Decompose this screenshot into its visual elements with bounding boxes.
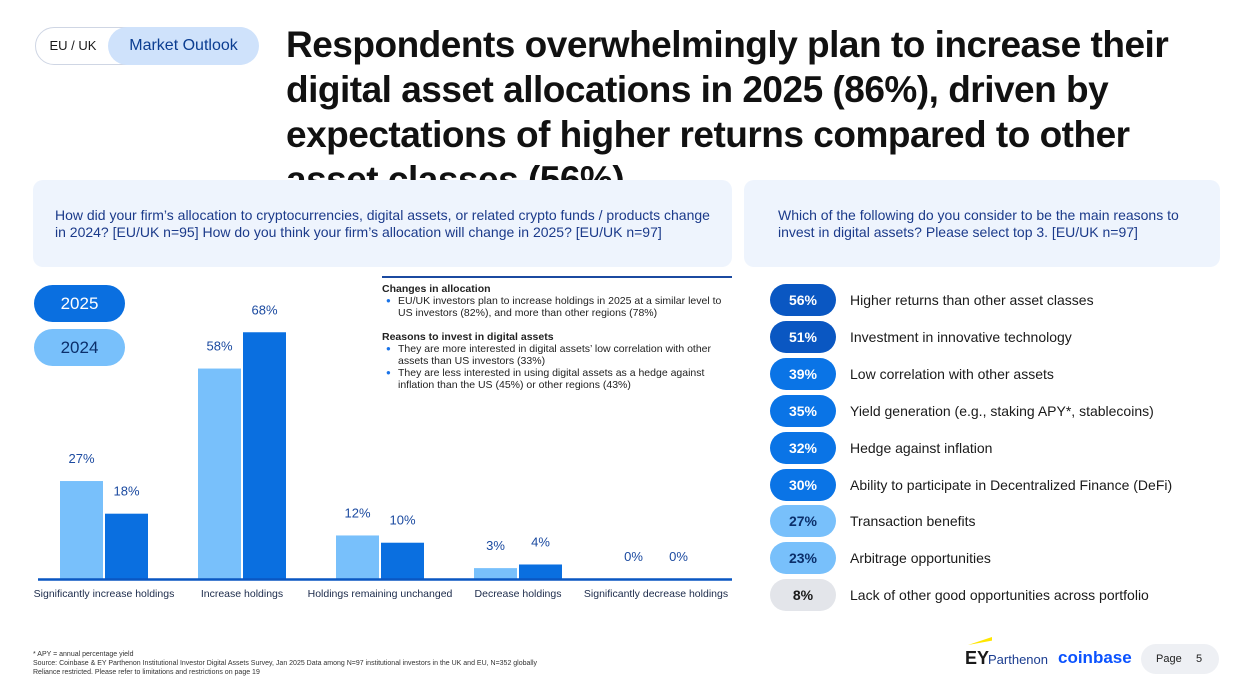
- reason-percent-badge: 27%: [770, 505, 836, 538]
- notes-heading-allocation: Changes in allocation: [382, 283, 491, 295]
- region-tag: EU / UK: [49, 38, 97, 53]
- reason-label: Higher returns than other asset classes: [850, 292, 1094, 308]
- reason-percent-badge: 56%: [770, 284, 836, 316]
- bar-label-2025-4: 0%: [669, 549, 688, 564]
- reason-label: Investment in innovative technology: [850, 328, 1072, 345]
- reason-row: 35% Yield generation (e.g., staking APY*,…: [770, 394, 1220, 427]
- tag-group: EU / UK Market Outlook: [35, 27, 259, 65]
- bar-2024-1: [198, 368, 241, 579]
- category-label-4: Significantly decrease holdings: [584, 588, 728, 600]
- ey-beam-icon: [968, 637, 992, 645]
- bar-label-2024-3: 3%: [486, 538, 505, 553]
- category-label-2: Holdings remaining unchanged: [308, 588, 453, 600]
- bar-label-2024-4: 0%: [624, 549, 643, 564]
- reason-row: 39% Low correlation with other assets: [770, 357, 1220, 390]
- notes-bullet: They are less interested in using digita…: [382, 367, 732, 391]
- bar-label-2025-1: 68%: [251, 302, 277, 317]
- bar-label-2024-2: 12%: [344, 505, 370, 520]
- reason-label: Lack of other good opportunities across …: [850, 587, 1149, 604]
- reason-row: 56% Higher returns than other asset class…: [770, 284, 1220, 316]
- reason-label: Yield generation (e.g., staking APY*, st…: [850, 402, 1154, 419]
- reason-percent-badge: 32%: [770, 431, 836, 464]
- reason-row: 23% Arbitrage opportunities: [770, 542, 1220, 575]
- notes-list-reasons: They are more interested in digital asse…: [382, 343, 732, 391]
- reason-label: Transaction benefits: [850, 513, 976, 530]
- reason-row: 27% Transaction benefits: [770, 505, 1220, 538]
- bar-2025-3: [519, 564, 562, 579]
- allocation-bar-chart: 27% 18% Significantly increase holdings 58%…: [34, 302, 732, 600]
- footnote-source: Source: Coinbase & EY Parthenon Institut…: [33, 660, 538, 667]
- reason-percent-badge: 51%: [770, 320, 836, 353]
- notes-bullet: They are more interested in digital asse…: [382, 343, 732, 367]
- page-indicator: Page 5: [1141, 644, 1219, 674]
- ey-logo: EY: [965, 648, 990, 668]
- bar-2024-0: [60, 481, 103, 579]
- notes-bullet: EU/UK investors plan to increase holding…: [382, 295, 732, 319]
- notes-box: Changes in allocation EU/UK investors pl…: [382, 276, 732, 403]
- bar-label-2024-0: 27%: [68, 451, 94, 466]
- bar-2025-2: [381, 542, 424, 579]
- bar-2025-0: [105, 513, 148, 579]
- reason-label: Low correlation with other assets: [850, 365, 1054, 382]
- bar-label-2025-0: 18%: [113, 484, 139, 499]
- footnote-reliance: Reliance restricted. Please refer to lim…: [33, 669, 260, 676]
- category-label-3: Decrease holdings: [475, 588, 562, 600]
- page-number: 5: [1196, 653, 1203, 665]
- coinbase-logo: coinbase: [1058, 648, 1132, 667]
- page-label: Page: [1156, 653, 1182, 665]
- parthenon-logo: Parthenon: [988, 652, 1048, 667]
- bar-2025-1: [243, 332, 286, 579]
- bar-2024-2: [336, 535, 379, 579]
- footnote-apy: * APY = annual percentage yield: [33, 651, 134, 658]
- reason-percent-badge: 8%: [770, 579, 836, 612]
- left-question-text: How did your firm’s allocation to crypto…: [55, 207, 710, 240]
- reason-percent-badge: 39%: [770, 357, 836, 390]
- right-question-text: Which of the following do you consider t…: [778, 207, 1179, 240]
- bar-label-2025-3: 4%: [531, 534, 550, 549]
- category-label-1: Increase holdings: [201, 588, 283, 600]
- reason-percent-badge: 23%: [770, 542, 836, 575]
- right-question-box: Which of the following do you consider t…: [744, 180, 1220, 267]
- reason-percent-badge: 35%: [770, 394, 836, 427]
- reason-label: Ability to participate in Decentralized …: [850, 476, 1173, 493]
- reason-label: Hedge against inflation: [850, 439, 993, 456]
- bar-label-2024-1: 58%: [206, 339, 232, 354]
- reason-row: 8% Lack of other good opportunities acros…: [770, 579, 1220, 612]
- legend-2024: 2024: [34, 329, 125, 366]
- reason-row: 32% Hedge against inflation: [770, 431, 1220, 464]
- legend-2025: 2025: [34, 285, 125, 322]
- left-question-box: How did your firm’s allocation to crypto…: [33, 180, 732, 267]
- bar-label-2025-2: 10%: [389, 513, 415, 528]
- notes-heading-reasons: Reasons to invest in digital assets: [382, 331, 554, 343]
- notes-list-allocation: EU/UK investors plan to increase holding…: [382, 295, 732, 319]
- reason-row: 30% Ability to participate in Decentraliz…: [770, 468, 1220, 501]
- reason-percent-badge: 30%: [770, 468, 836, 501]
- headline: Respondents overwhelmingly plan to incre…: [286, 24, 1169, 200]
- footnote: * APY = annual percentage yield Source: …: [33, 650, 733, 677]
- bar-2024-3: [474, 568, 517, 579]
- reason-label: Arbitrage opportunities: [850, 550, 991, 567]
- reason-row: 51% Investment in innovative technology: [770, 320, 1220, 353]
- category-label-0: Significantly increase holdings: [34, 588, 175, 600]
- section-tag: Market Outlook: [108, 27, 259, 65]
